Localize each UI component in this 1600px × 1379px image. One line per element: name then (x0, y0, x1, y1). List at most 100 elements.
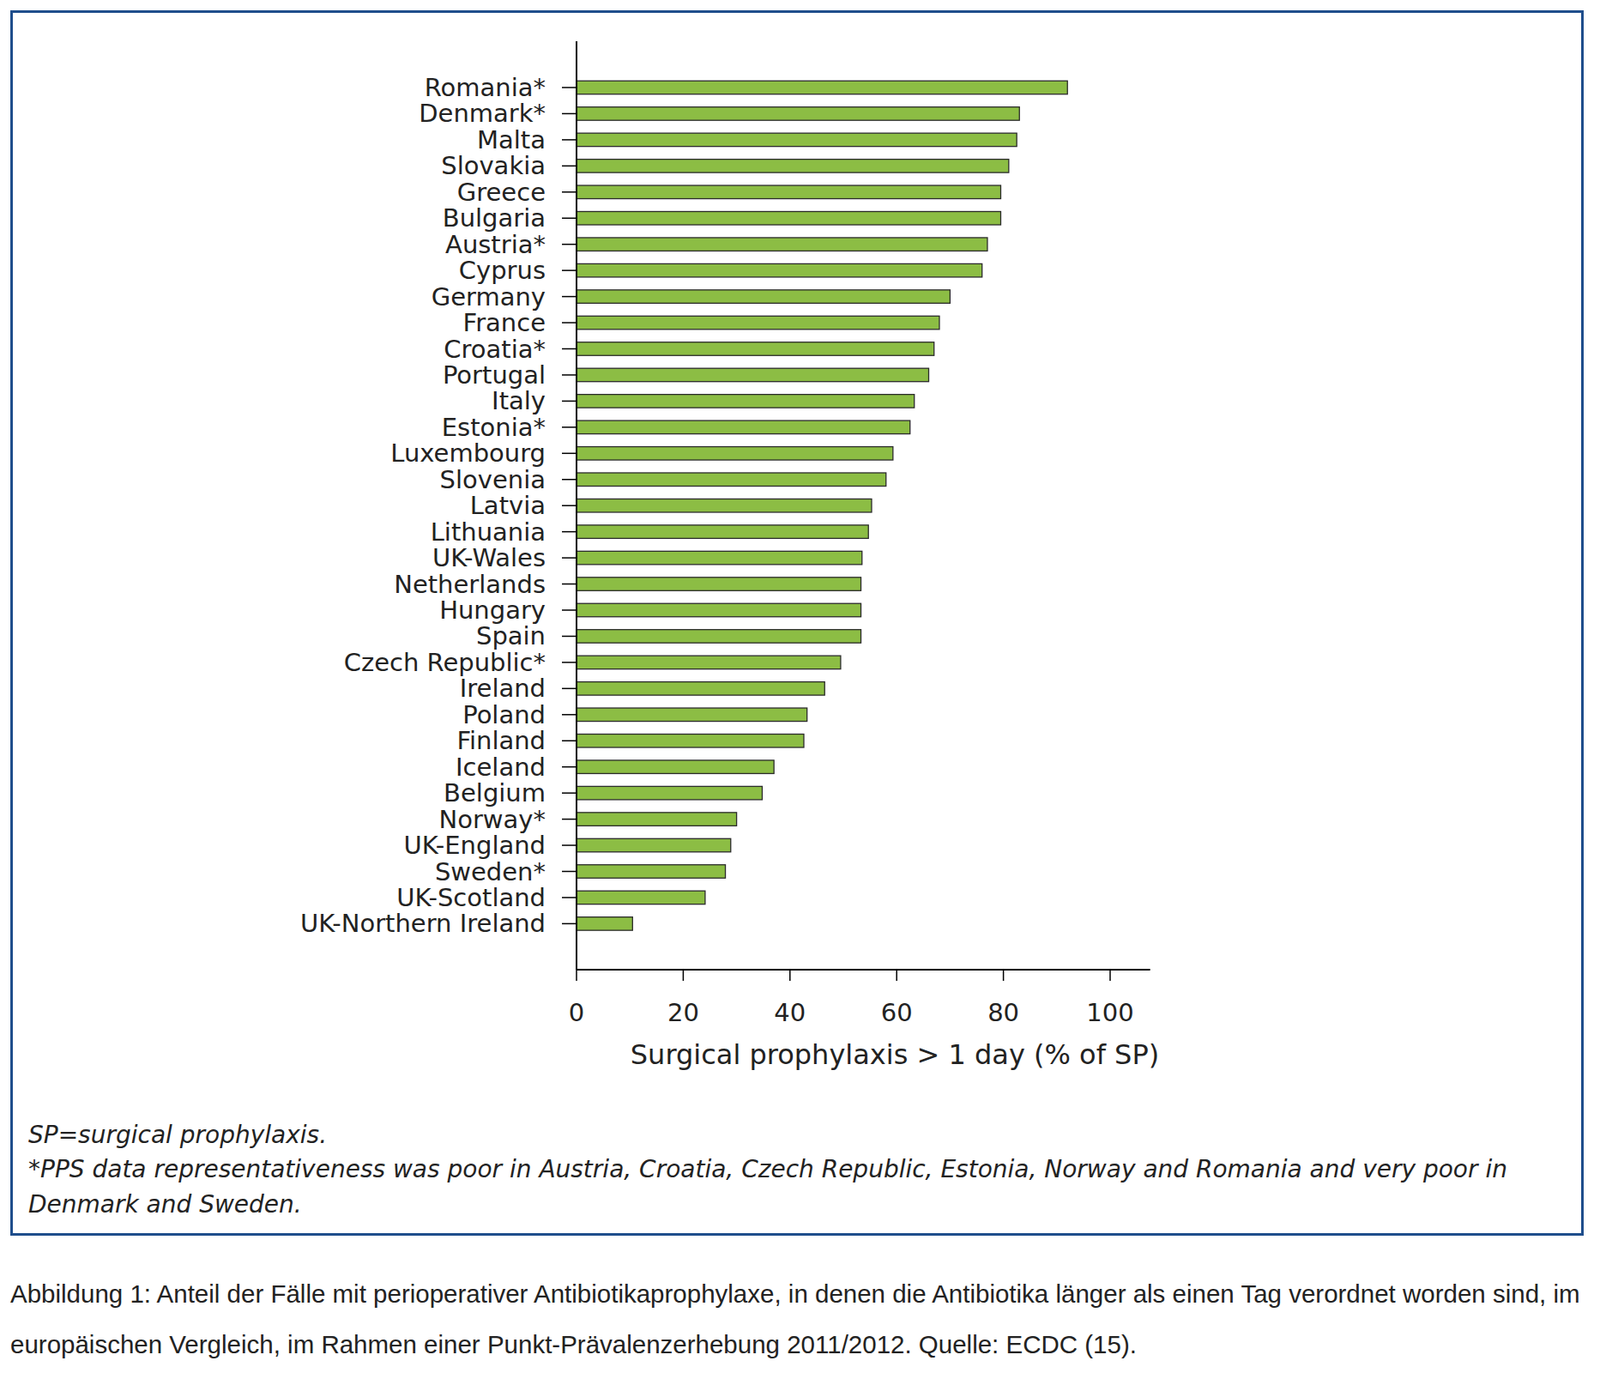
footnote: SP=surgical prophylaxis. (28, 1116, 1573, 1153)
bar (576, 629, 862, 644)
category-label: Romania* (424, 72, 546, 103)
y-tick (561, 269, 577, 272)
bar (576, 472, 887, 487)
category-label: UK-England (404, 830, 546, 860)
x-tick (789, 969, 791, 981)
bar (576, 498, 872, 513)
category-label: Sweden* (434, 857, 546, 887)
x-axis (576, 968, 1151, 971)
category-label: Poland (462, 700, 546, 730)
y-tick (561, 295, 577, 298)
y-tick (561, 165, 577, 168)
category-label: Finland (456, 725, 546, 755)
x-tick-label: 0 (568, 997, 585, 1027)
bar (576, 420, 911, 435)
x-axis-label: Surgical prophylaxis > 1 day (% of SP) (630, 1038, 1160, 1071)
y-tick (561, 113, 577, 115)
bar (576, 655, 841, 670)
bars (576, 80, 1068, 930)
category-label: Italy (491, 386, 546, 416)
bar (576, 864, 726, 879)
y-tick (561, 504, 577, 507)
bar (576, 446, 894, 461)
category-label: Latvia (470, 490, 546, 520)
y-tick (561, 713, 577, 716)
footnote: *PPS data representativeness was poor in… (28, 1151, 1573, 1222)
category-label: Slovenia (440, 464, 546, 495)
category-label: Netherlands (393, 569, 546, 599)
y-tick (561, 844, 577, 846)
category-label: Iceland (455, 752, 546, 782)
bar (576, 917, 633, 931)
y-tick (561, 896, 577, 899)
y-tick (561, 348, 577, 351)
category-label: Spain (476, 621, 546, 651)
y-tick (561, 374, 577, 376)
category-label: Slovakia (440, 150, 546, 181)
category-label: Czech Republic* (344, 647, 546, 677)
category-label: Malta (476, 125, 546, 155)
y-tick (561, 740, 577, 743)
bar (576, 812, 737, 827)
bar (576, 159, 1009, 174)
y-tick (561, 191, 577, 194)
y-tick (561, 818, 577, 821)
bar (576, 550, 863, 565)
x-tick-label: 100 (1086, 997, 1134, 1027)
bar (576, 682, 825, 696)
category-label: Denmark* (418, 98, 546, 128)
y-tick (561, 217, 577, 220)
bar (576, 734, 804, 749)
category-label: Portugal (442, 360, 546, 390)
y-tick (561, 400, 577, 403)
bar (576, 263, 983, 278)
category-label: UK-Northern Ireland (300, 908, 546, 938)
y-tick (561, 531, 577, 533)
category-label: Ireland (459, 673, 546, 703)
chart: Romania*Denmark*MaltaSlovakiaGreeceBulga… (0, 0, 1600, 1116)
bar (576, 368, 930, 382)
category-label: Luxembourg (390, 438, 546, 468)
bar (576, 525, 869, 539)
category-label: Belgium (443, 778, 546, 808)
category-label: Croatia* (443, 334, 546, 364)
bar (576, 80, 1068, 95)
category-label: France (463, 307, 546, 338)
y-tick (561, 870, 577, 873)
bar (576, 185, 1001, 200)
bar (576, 577, 862, 592)
y-tick (561, 321, 577, 324)
bar (576, 394, 915, 409)
category-label: UK-Scotland (396, 882, 546, 912)
x-tick (682, 969, 685, 981)
bar (576, 107, 1020, 121)
x-tick-label: 80 (987, 997, 1020, 1027)
y-tick (561, 478, 577, 481)
y-tick (561, 688, 577, 690)
y-tick (561, 452, 577, 455)
y-tick (561, 583, 577, 586)
x-tick (895, 969, 898, 981)
x-tick-label: 60 (881, 997, 913, 1027)
category-label: UK-Wales (432, 543, 546, 573)
category-label: Bulgaria (442, 203, 546, 233)
bar (576, 342, 935, 357)
category-label: Austria* (445, 229, 546, 260)
category-label: Cyprus (458, 255, 546, 285)
bar (576, 760, 774, 774)
bar (576, 132, 1017, 147)
y-tick (561, 923, 577, 925)
y-tick (561, 661, 577, 664)
y-axis (575, 41, 578, 970)
bar (576, 315, 940, 330)
x-tick (1002, 969, 1005, 981)
y-tick (561, 609, 577, 611)
x-tick-label: 40 (773, 997, 806, 1027)
y-tick (561, 766, 577, 768)
caption: Abbildung 1: Anteil der Fälle mit periop… (10, 1267, 1594, 1370)
category-label: Estonia* (441, 412, 546, 442)
y-tick (561, 556, 577, 559)
y-tick (561, 791, 577, 794)
x-tick (1109, 969, 1111, 981)
bar (576, 289, 950, 304)
